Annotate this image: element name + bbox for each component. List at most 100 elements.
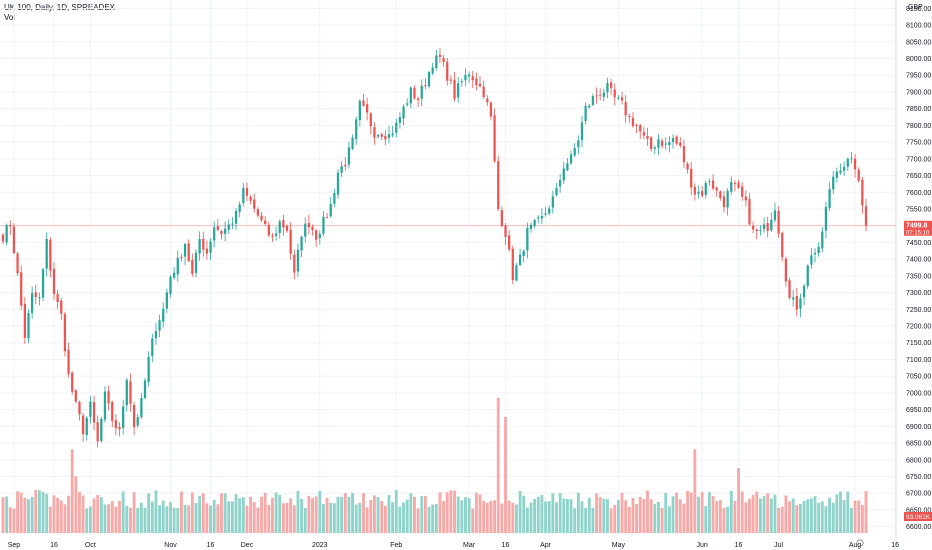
candle[interactable] — [832, 170, 835, 195]
candle[interactable] — [34, 284, 37, 305]
candle[interactable] — [686, 161, 689, 174]
candle[interactable] — [81, 413, 85, 442]
volume-bar[interactable] — [176, 507, 180, 533]
candle[interactable] — [260, 211, 263, 222]
candle[interactable] — [431, 62, 434, 76]
candle[interactable] — [628, 113, 631, 123]
volume-bar[interactable] — [667, 506, 671, 533]
volume-bar[interactable] — [839, 491, 842, 533]
candle[interactable] — [613, 83, 616, 106]
candle[interactable] — [566, 158, 569, 172]
volume-bar[interactable] — [165, 506, 169, 533]
volume-bar[interactable] — [267, 504, 271, 533]
volume-bar[interactable] — [132, 492, 136, 533]
candle[interactable] — [333, 188, 336, 208]
candle[interactable] — [562, 161, 565, 185]
volume-bar[interactable] — [613, 504, 617, 533]
candle[interactable] — [795, 287, 798, 317]
candle[interactable] — [722, 191, 726, 213]
candle[interactable] — [697, 185, 700, 199]
volume-bar[interactable] — [518, 490, 522, 533]
volume-bar[interactable] — [831, 502, 835, 533]
volume-bar[interactable] — [707, 492, 711, 533]
volume-bar[interactable] — [209, 505, 212, 533]
symbol-title[interactable]: UK 100, Daily, 1D, SPREADEX — [4, 3, 116, 12]
volume-bar[interactable] — [362, 493, 365, 533]
candle[interactable] — [693, 183, 696, 201]
volume-bar[interactable] — [252, 502, 256, 533]
volume-bar[interactable] — [16, 491, 19, 533]
volume-bar[interactable] — [59, 500, 63, 533]
candle[interactable] — [453, 72, 456, 102]
candle[interactable] — [577, 135, 580, 155]
volume-bar[interactable] — [616, 500, 620, 533]
candle[interactable] — [49, 237, 52, 278]
volume-bar[interactable] — [500, 503, 504, 533]
candle[interactable] — [238, 201, 241, 218]
candle[interactable] — [249, 194, 252, 205]
candle[interactable] — [74, 389, 77, 404]
volume-bar[interactable] — [828, 497, 832, 533]
volume-bar[interactable] — [573, 508, 577, 533]
candle[interactable] — [71, 370, 74, 395]
volume-bar[interactable] — [478, 494, 482, 533]
volume-bar[interactable] — [864, 491, 868, 533]
volume-bar[interactable] — [30, 496, 34, 533]
candle[interactable] — [646, 127, 649, 146]
volume-bar[interactable] — [467, 498, 471, 533]
candle[interactable] — [467, 71, 471, 84]
candle[interactable] — [792, 289, 795, 307]
candle[interactable] — [183, 242, 187, 265]
candle[interactable] — [143, 377, 147, 400]
volume-bar[interactable] — [383, 505, 387, 533]
candle[interactable] — [387, 125, 391, 144]
volume-bar[interactable] — [693, 449, 697, 533]
candle[interactable] — [271, 232, 274, 243]
volume-bar[interactable] — [649, 499, 653, 533]
volume-bar[interactable] — [762, 495, 766, 533]
volume-bar[interactable] — [533, 499, 537, 533]
volume-bar[interactable] — [638, 496, 642, 533]
volume-bar[interactable] — [325, 497, 329, 533]
volume-bar[interactable] — [748, 498, 751, 533]
volume-bar[interactable] — [835, 494, 839, 533]
volume-bar[interactable] — [136, 508, 140, 533]
candle[interactable] — [478, 76, 482, 88]
candle[interactable] — [329, 196, 332, 218]
volume-bar[interactable] — [777, 508, 781, 533]
volume-bar[interactable] — [733, 500, 737, 533]
volume-bar[interactable] — [96, 494, 100, 533]
volume-bar[interactable] — [857, 500, 861, 533]
volume-bar[interactable] — [318, 490, 322, 533]
volume-bar[interactable] — [766, 493, 770, 533]
candle[interactable] — [216, 219, 219, 232]
volume-bar[interactable] — [303, 507, 307, 533]
volume-bar[interactable] — [405, 499, 409, 533]
volume-bar[interactable] — [529, 502, 533, 533]
volume-bar[interactable] — [562, 498, 566, 533]
candle[interactable] — [242, 182, 245, 207]
volume-bar[interactable] — [689, 492, 693, 533]
candle[interactable] — [227, 219, 230, 235]
volume-bar[interactable] — [179, 491, 183, 533]
volume-bar[interactable] — [551, 493, 555, 533]
candle[interactable] — [471, 71, 474, 88]
candle[interactable] — [817, 242, 820, 257]
volume-bar[interactable] — [511, 502, 515, 533]
volume-bar[interactable] — [671, 496, 675, 533]
candle[interactable] — [187, 239, 190, 263]
candle[interactable] — [253, 193, 256, 213]
volume-bar[interactable] — [758, 498, 762, 533]
candle[interactable] — [624, 94, 627, 123]
candle[interactable] — [136, 413, 139, 429]
volume-bar[interactable] — [540, 495, 544, 533]
volume-bar[interactable] — [686, 490, 690, 533]
candle[interactable] — [154, 322, 158, 345]
candle[interactable] — [438, 48, 442, 63]
candle[interactable] — [609, 78, 613, 96]
candle[interactable] — [9, 220, 12, 235]
candle[interactable] — [460, 78, 463, 87]
volume-bar[interactable] — [216, 504, 220, 533]
candle[interactable] — [293, 249, 296, 280]
candle[interactable] — [78, 400, 81, 421]
